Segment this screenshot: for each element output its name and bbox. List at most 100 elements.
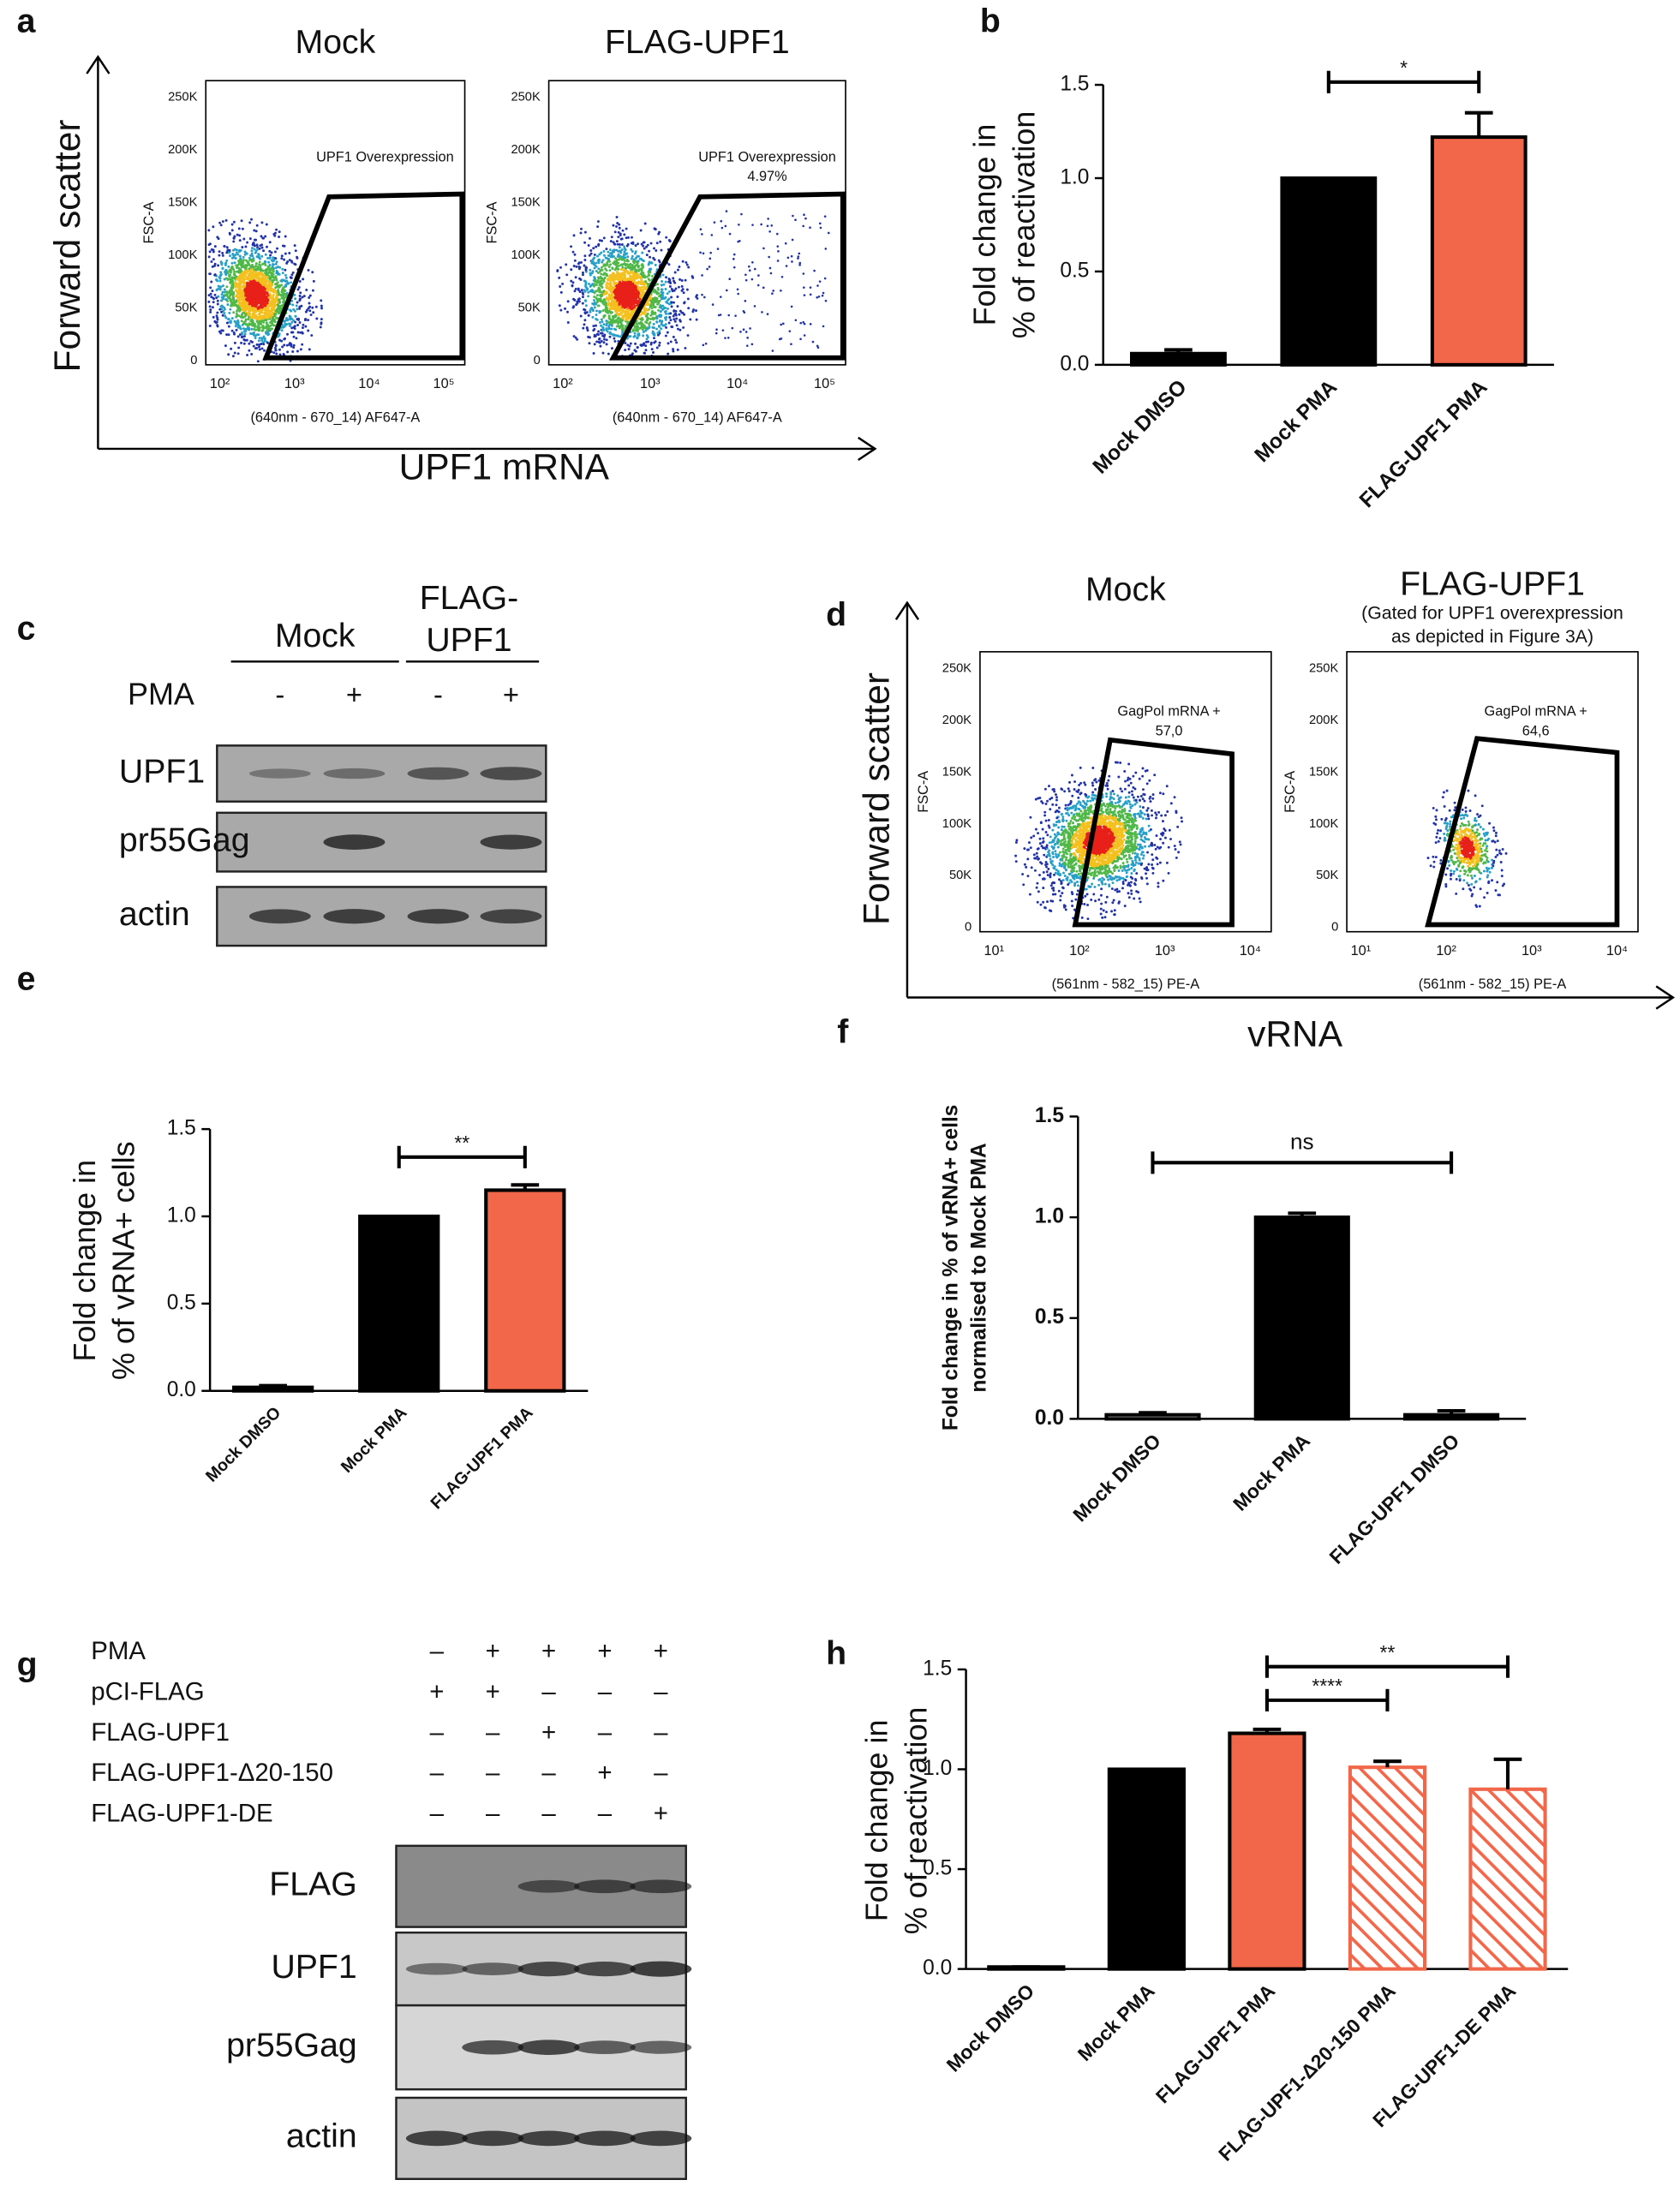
flow-event: [239, 278, 242, 281]
flow-event: [601, 351, 605, 355]
flow-event: [237, 306, 241, 309]
flow-event: [687, 307, 691, 310]
flow-event: [249, 320, 253, 323]
flow-event: [606, 330, 609, 333]
flow-event: [634, 244, 637, 248]
flow-event: [266, 267, 269, 271]
panel-letter: b: [980, 3, 1001, 40]
flow-event: [260, 268, 263, 272]
flow-event: [307, 329, 310, 332]
flow-event: [631, 236, 633, 239]
flow-event: [641, 259, 644, 261]
flow-event: [597, 267, 601, 271]
flow-event: [595, 332, 599, 336]
flow-event: [236, 352, 240, 355]
flow-event: [268, 249, 272, 253]
flow-event: [273, 346, 277, 349]
flow-event: [625, 227, 628, 230]
flow-event: [260, 246, 264, 249]
flow-event: [250, 293, 254, 296]
flow-event: [257, 318, 260, 321]
flow-event: [254, 295, 257, 298]
flow-event: [291, 271, 295, 274]
flow-event: [221, 314, 224, 317]
flow-event: [284, 273, 288, 277]
flow-event: [293, 325, 296, 328]
flow-event: [614, 328, 618, 331]
flow-event: [293, 293, 296, 296]
flow-event: [260, 286, 263, 290]
flow-event: [244, 291, 248, 295]
flow-event: [243, 309, 247, 313]
flow-event: [260, 254, 264, 258]
flow-event: [570, 268, 573, 272]
flow-event: [290, 317, 294, 320]
flow-event: [280, 254, 284, 258]
flow-event: [244, 252, 248, 255]
flow-event: [271, 323, 274, 326]
flow-event: [610, 290, 613, 294]
flow-event: [261, 269, 265, 272]
flow-event: [612, 224, 615, 227]
flow-event: [680, 279, 684, 282]
flow-event: [617, 277, 620, 280]
flow-event: [309, 314, 313, 317]
flow-event: [256, 248, 259, 251]
flow-event: [219, 271, 223, 274]
flow-event: [229, 292, 232, 296]
flow-event: [241, 295, 244, 298]
flow-event: [630, 248, 633, 251]
flow-event: [626, 272, 630, 275]
flow-event: [246, 241, 249, 244]
flow-event: [212, 315, 215, 319]
flow-event: [254, 337, 257, 339]
flow-event: [225, 246, 229, 249]
flow-event: [224, 263, 227, 266]
flow-event: [649, 321, 652, 324]
flow-event: [602, 328, 606, 331]
flow-event: [660, 248, 663, 252]
flow-event: [609, 240, 613, 243]
flow-event: [616, 255, 619, 259]
flow-event: [659, 240, 662, 243]
flow-event: [622, 253, 625, 256]
flow-event: [604, 302, 607, 304]
flow-event: [647, 271, 650, 274]
flow-event: [583, 319, 587, 322]
flow-event: [243, 332, 247, 336]
flow-event: [589, 236, 591, 240]
flow-event: [232, 311, 236, 314]
flow-event: [670, 301, 673, 304]
flow-event: [572, 265, 576, 267]
flow-event: [269, 254, 272, 257]
flow-event: [272, 306, 276, 309]
flow-event: [221, 254, 224, 257]
flow-event: [619, 318, 622, 321]
flow-event: [584, 268, 588, 272]
flow-event: [296, 331, 300, 334]
flow-event: [278, 334, 281, 337]
flow-event: [642, 331, 645, 333]
flow-event: [308, 309, 312, 313]
flow-event: [647, 273, 650, 277]
flow-event: [293, 327, 296, 331]
flow-event: [308, 296, 311, 299]
flow-event: [580, 227, 583, 230]
flow-event: [209, 286, 212, 290]
flow-event: [595, 340, 599, 343]
flow-event: [258, 345, 260, 349]
flow-y-tick: 100K: [511, 248, 541, 262]
flow-event: [232, 297, 236, 301]
flow-event: [593, 306, 596, 309]
flow-event: [230, 347, 233, 350]
flow-event: [266, 333, 270, 337]
flow-event: [646, 316, 649, 320]
flow-event: [268, 309, 272, 313]
flow-event: [584, 283, 588, 286]
flow-event: [641, 251, 644, 254]
flow-event: [216, 311, 219, 314]
flow-event: [642, 241, 645, 244]
flow-event: [222, 284, 224, 288]
flow-event: [624, 342, 627, 345]
flow-event: [266, 331, 270, 334]
